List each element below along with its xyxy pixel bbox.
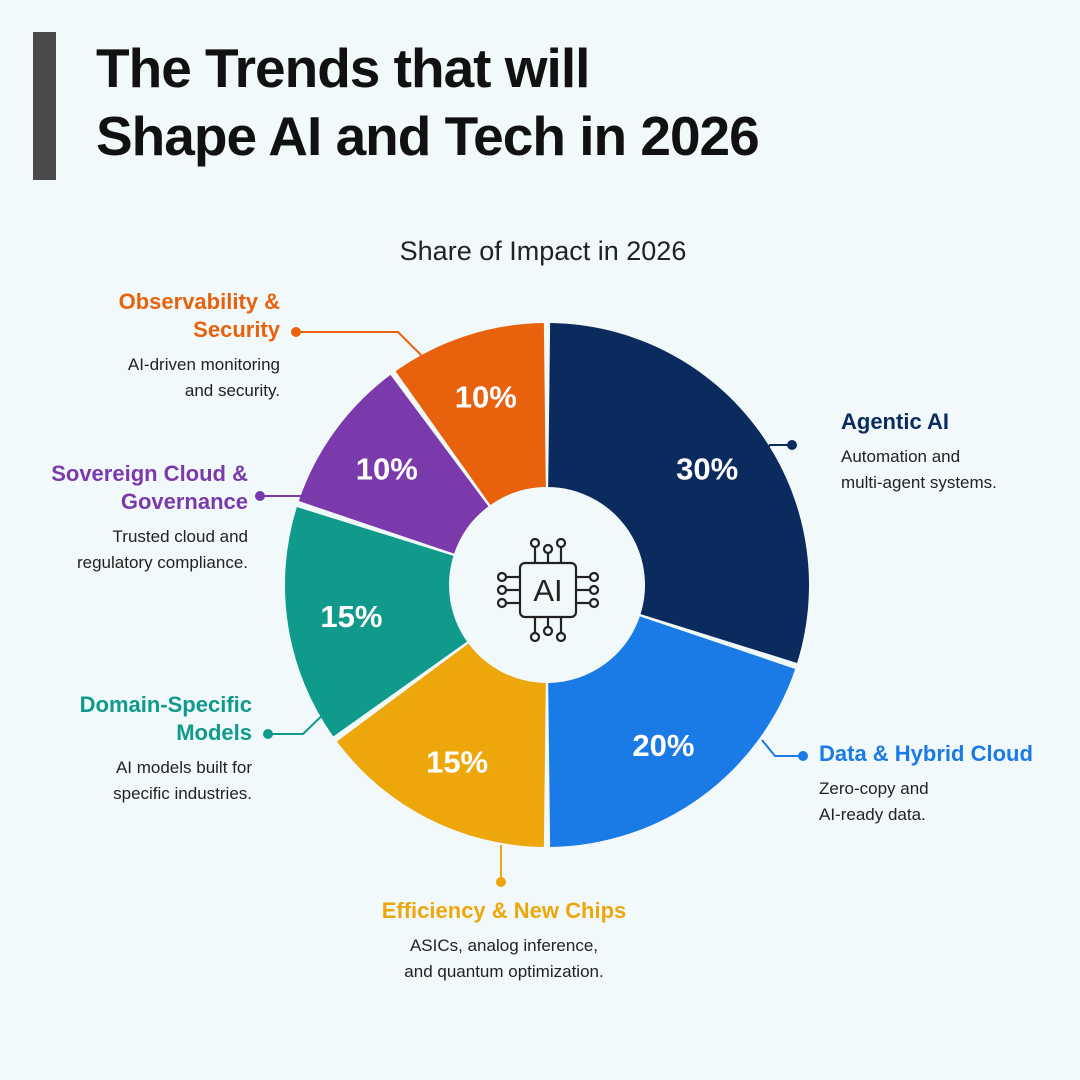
slice-efficiency-new-chips	[336, 643, 546, 847]
leader-dot-observability-security	[291, 327, 301, 337]
label-data-hybrid-cloud: Data & Hybrid Cloud Zero-copy and AI-rea…	[819, 740, 1033, 828]
label-data-hybrid-cloud-desc: Zero-copy and AI-ready data.	[819, 776, 1033, 828]
leader-dot-data-hybrid-cloud	[798, 751, 808, 761]
label-observability-security-name: Observability & Security	[119, 288, 280, 344]
slice-domain-specific-models	[285, 507, 468, 737]
label-agentic-ai: Agentic AI Automation and multi-agent sy…	[841, 408, 997, 496]
leader-line-sovereign-cloud-governance	[260, 489, 323, 497]
label-domain-models-desc: AI models built for specific industries.	[80, 755, 252, 807]
label-sovereign-cloud-desc-line-2: regulatory compliance.	[76, 553, 248, 572]
label-domain-models-name-line-1: Domain-Specific	[79, 692, 252, 717]
leader-dot-efficiency-new-chips	[496, 877, 506, 887]
label-domain-models-name: Domain-Specific Models	[80, 691, 252, 747]
slice-agentic-ai	[548, 323, 809, 663]
slice-label-efficiency-new-chips: 15%	[426, 744, 488, 779]
label-data-hybrid-cloud-desc-line-2: AI-ready data.	[819, 805, 926, 824]
label-agentic-ai-desc-line-1: Automation and	[841, 447, 961, 466]
slice-label-sovereign-cloud-governance: 10%	[356, 452, 418, 487]
label-data-hybrid-cloud-desc-line-1: Zero-copy and	[819, 779, 929, 798]
label-observability-security-name-line-1: Observability &	[118, 289, 280, 314]
label-observability-security-desc-line-1: AI-driven monitoring	[127, 355, 280, 374]
label-efficiency-chips: Efficiency & New Chips ASICs, analog inf…	[354, 897, 654, 985]
label-efficiency-chips-name: Efficiency & New Chips	[381, 898, 627, 923]
label-observability-security-name-line-2: Security	[193, 317, 280, 342]
slice-label-data-hybrid-cloud: 20%	[632, 728, 694, 763]
label-sovereign-cloud: Sovereign Cloud & Governance Trusted clo…	[51, 460, 248, 576]
label-domain-models-desc-line-1: AI models built for	[115, 758, 252, 777]
label-sovereign-cloud-name-line-1: Sovereign Cloud &	[51, 461, 248, 486]
label-sovereign-cloud-name-line-2: Governance	[120, 489, 248, 514]
label-efficiency-chips-desc-line-1: ASICs, analog inference,	[409, 936, 599, 955]
slice-label-observability-security: 10%	[455, 380, 517, 415]
label-efficiency-chips-desc-line-2: and quantum optimization.	[404, 962, 604, 981]
title-accent-bar	[33, 32, 56, 180]
label-sovereign-cloud-name: Sovereign Cloud & Governance	[51, 460, 248, 516]
label-observability-security-desc: AI-driven monitoring and security.	[119, 352, 280, 404]
label-domain-models: Domain-Specific Models AI models built f…	[80, 691, 252, 807]
leader-dot-agentic-ai	[787, 440, 797, 450]
label-sovereign-cloud-desc: Trusted cloud and regulatory compliance.	[51, 524, 248, 576]
label-agentic-ai-desc-line-2: multi-agent systems.	[841, 473, 997, 492]
label-observability-security-desc-line-2: and security.	[184, 381, 280, 400]
leader-line-data-hybrid-cloud	[761, 739, 803, 757]
ai-center-label: AI	[533, 573, 562, 608]
leader-dot-sovereign-cloud-governance	[255, 491, 265, 501]
leader-line-domain-specific-models	[268, 704, 334, 735]
label-agentic-ai-name: Agentic AI	[841, 409, 949, 434]
leader-line-agentic-ai	[759, 444, 792, 459]
page-title-line-1: The Trends that will	[96, 37, 590, 99]
leader-line-observability-security	[296, 331, 427, 361]
slice-data-hybrid-cloud	[548, 616, 796, 847]
page-title: The Trends that will Shape AI and Tech i…	[96, 34, 760, 170]
label-observability-security: Observability & Security AI-driven monit…	[119, 288, 280, 404]
leader-dot-domain-specific-models	[263, 729, 273, 739]
label-agentic-ai-desc: Automation and multi-agent systems.	[841, 444, 997, 496]
label-data-hybrid-cloud-name: Data & Hybrid Cloud	[819, 741, 1033, 766]
chart-title: Share of Impact in 2026	[399, 236, 687, 266]
ai-chip-icon: AI	[496, 537, 600, 643]
slice-observability-security	[395, 323, 546, 506]
slice-label-domain-specific-models: 15%	[320, 599, 382, 634]
label-domain-models-desc-line-2: specific industries.	[113, 784, 252, 803]
label-efficiency-chips-desc: ASICs, analog inference, and quantum opt…	[354, 933, 654, 985]
slice-label-agentic-ai: 30%	[676, 452, 738, 487]
label-sovereign-cloud-desc-line-1: Trusted cloud and	[112, 527, 248, 546]
label-domain-models-name-line-2: Models	[176, 720, 252, 745]
page-title-line-2: Shape AI and Tech in 2026	[96, 105, 760, 167]
slice-sovereign-cloud-governance	[298, 374, 489, 554]
